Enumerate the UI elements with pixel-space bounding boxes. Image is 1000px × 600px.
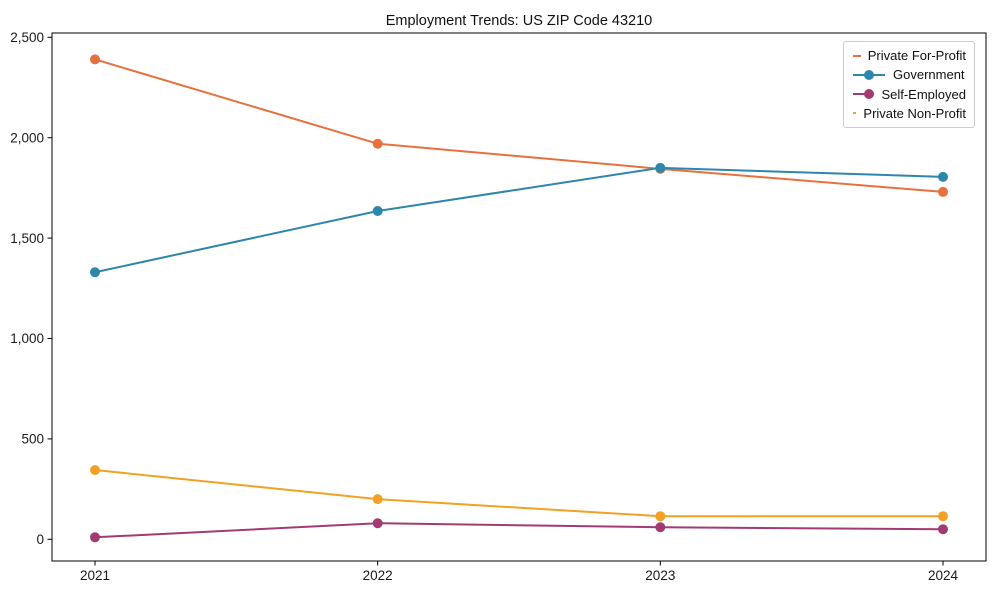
data-point-self-employed [90,532,100,543]
legend-item-private-non-profit: Private Non-Profit [852,104,966,123]
x-tick-label: 2022 [363,568,393,583]
data-point-private-for-profit [938,186,948,197]
data-point-private-non-profit [655,511,666,522]
series-line-self-employed [94,522,944,539]
series-line-private-non-profit [94,469,944,518]
y-tick-label: 2,000 [10,130,44,145]
y-tick-label: 1,000 [10,331,44,346]
y-tick-label: 0 [36,532,44,547]
plot-frame [51,32,987,562]
x-tick-label: 2024 [928,568,959,583]
x-tick-label: 2021 [80,568,110,583]
data-point-private-non-profit [938,511,948,522]
legend-label: Private For-Profit [867,48,966,64]
legend-marker-icon [853,69,885,80]
data-point-government [938,171,948,182]
legend-label: Private Non-Profit [863,105,966,121]
chart-title: Employment Trends: US ZIP Code 43210 [385,13,653,29]
legend-marker-icon [853,112,857,115]
series-line-private-for-profit [94,58,944,193]
data-point-self-employed [938,524,948,535]
data-point-government [655,162,666,173]
legend-item-self-employed: Self-Employed [852,85,966,104]
legend-marker-icon [853,54,861,57]
legend-marker-icon [853,89,875,100]
legend-item-government: Government [852,65,966,84]
data-point-private-for-profit [90,54,100,65]
data-point-government [372,205,383,216]
data-point-government [90,267,100,278]
data-point-self-employed [655,522,666,533]
data-point-private-non-profit [372,494,383,505]
legend-label: Self-Employed [881,86,966,102]
y-tick-label: 2,500 [10,30,44,45]
x-tick-label: 2023 [645,568,675,583]
legend-label: Government [893,67,965,83]
series-line-government [94,166,944,274]
legend-item-private-for-profit: Private For-Profit [852,46,966,65]
legend: Private For-Profit Government Self-Employe… [843,41,975,128]
y-tick-label: 1,500 [10,231,44,246]
data-point-private-non-profit [90,465,100,476]
y-tick-label: 500 [21,432,44,447]
data-point-self-employed [372,518,383,529]
data-point-private-for-profit [372,138,383,149]
